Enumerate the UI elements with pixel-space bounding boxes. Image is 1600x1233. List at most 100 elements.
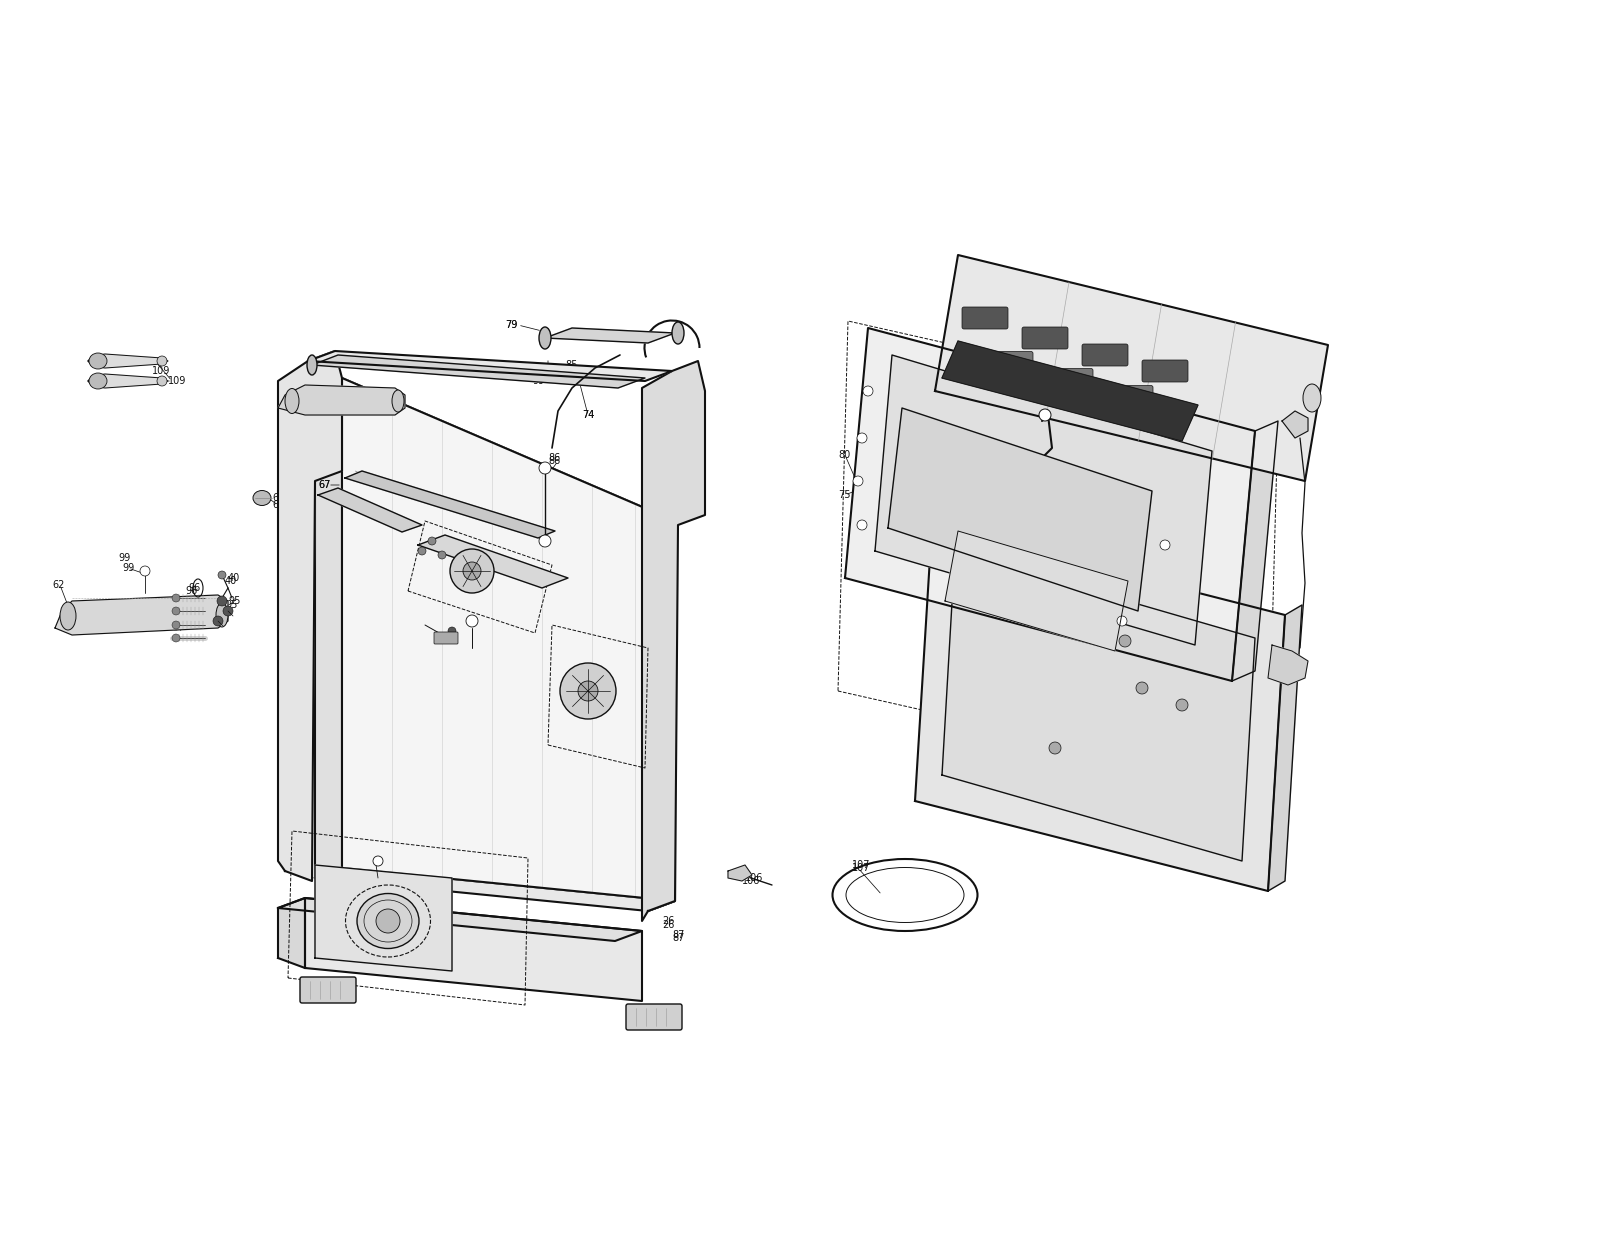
Ellipse shape — [539, 327, 550, 349]
Polygon shape — [875, 355, 1213, 645]
Text: 67: 67 — [318, 480, 330, 490]
Polygon shape — [418, 535, 568, 588]
Text: 10°: 10° — [333, 446, 349, 456]
Polygon shape — [1267, 645, 1309, 686]
Text: 66: 66 — [565, 666, 578, 676]
Text: 78: 78 — [626, 763, 637, 773]
Text: 99: 99 — [413, 810, 424, 820]
Polygon shape — [942, 551, 1254, 861]
Text: 43: 43 — [1134, 623, 1147, 633]
Text: 46: 46 — [582, 681, 594, 690]
Circle shape — [448, 628, 456, 635]
Ellipse shape — [672, 322, 685, 344]
Circle shape — [222, 605, 234, 616]
Text: 51: 51 — [1152, 600, 1165, 610]
Text: 107: 107 — [851, 859, 870, 870]
Text: 82: 82 — [1288, 425, 1301, 436]
Text: 110: 110 — [912, 506, 930, 515]
Text: 99: 99 — [534, 374, 547, 383]
Circle shape — [466, 615, 478, 628]
Text: 85: 85 — [565, 360, 578, 370]
Polygon shape — [54, 596, 227, 635]
Text: 67: 67 — [318, 480, 330, 490]
Text: 46: 46 — [638, 760, 650, 769]
Text: 70: 70 — [451, 543, 464, 552]
Text: 66: 66 — [400, 570, 413, 580]
Text: 62: 62 — [66, 610, 77, 620]
Text: 96: 96 — [186, 586, 197, 596]
FancyBboxPatch shape — [626, 1004, 682, 1030]
Circle shape — [173, 621, 179, 629]
Text: 104: 104 — [422, 623, 440, 633]
Text: 75: 75 — [838, 490, 851, 501]
Text: 43: 43 — [1022, 566, 1034, 576]
FancyBboxPatch shape — [434, 633, 458, 644]
Circle shape — [218, 571, 226, 580]
Text: 99: 99 — [118, 552, 130, 563]
Circle shape — [1038, 409, 1051, 420]
FancyBboxPatch shape — [1117, 386, 1154, 404]
Text: 76: 76 — [605, 676, 618, 686]
Polygon shape — [278, 898, 306, 968]
Text: 86: 86 — [547, 453, 560, 464]
Text: 63: 63 — [272, 493, 285, 503]
FancyBboxPatch shape — [1058, 369, 1093, 387]
Text: 26: 26 — [662, 920, 674, 930]
Text: 83: 83 — [1078, 526, 1090, 536]
FancyBboxPatch shape — [301, 977, 355, 1002]
Ellipse shape — [392, 390, 403, 412]
Text: 26: 26 — [392, 900, 405, 910]
Text: 92: 92 — [1011, 420, 1024, 430]
Text: 69: 69 — [438, 506, 450, 515]
Circle shape — [539, 462, 550, 473]
Text: 30: 30 — [368, 887, 381, 896]
Polygon shape — [1232, 420, 1278, 681]
Polygon shape — [315, 379, 342, 878]
Ellipse shape — [285, 388, 299, 413]
Text: 106: 106 — [742, 875, 760, 887]
Text: 80: 80 — [838, 450, 850, 460]
Text: 30: 30 — [368, 887, 381, 896]
Polygon shape — [546, 328, 675, 343]
Polygon shape — [728, 866, 752, 882]
Text: 82: 82 — [1293, 425, 1304, 436]
Text: 43: 43 — [371, 466, 384, 476]
Circle shape — [578, 681, 598, 702]
Polygon shape — [278, 898, 642, 941]
Text: 26: 26 — [662, 916, 674, 926]
Polygon shape — [315, 866, 451, 972]
Text: 106: 106 — [746, 873, 763, 883]
Text: 40: 40 — [227, 573, 240, 583]
Text: 30: 30 — [578, 656, 590, 666]
Text: 78: 78 — [573, 663, 584, 673]
Polygon shape — [278, 385, 405, 416]
Circle shape — [1160, 540, 1170, 550]
Text: 95: 95 — [226, 600, 237, 610]
Text: 99: 99 — [445, 613, 458, 623]
Circle shape — [560, 663, 616, 719]
Text: 73: 73 — [555, 656, 568, 666]
Polygon shape — [946, 531, 1128, 651]
Text: 31: 31 — [429, 910, 440, 920]
Text: 109: 109 — [152, 366, 170, 376]
Polygon shape — [346, 471, 555, 538]
Text: 76: 76 — [605, 676, 618, 686]
Text: 77: 77 — [598, 686, 611, 695]
Text: 72: 72 — [472, 526, 485, 536]
Text: 63: 63 — [272, 501, 285, 510]
Circle shape — [173, 634, 179, 642]
Text: 65: 65 — [291, 390, 304, 399]
Circle shape — [539, 535, 550, 547]
Polygon shape — [342, 379, 675, 901]
Ellipse shape — [253, 491, 270, 506]
Text: 63: 63 — [552, 593, 565, 603]
Text: 73: 73 — [405, 552, 418, 563]
Text: 69: 69 — [438, 506, 450, 515]
Circle shape — [141, 566, 150, 576]
Text: 87: 87 — [672, 933, 685, 943]
Polygon shape — [306, 898, 642, 1001]
Text: 78: 78 — [422, 556, 434, 566]
Circle shape — [858, 520, 867, 530]
Text: 76: 76 — [512, 556, 525, 566]
Text: 83: 83 — [1075, 526, 1088, 536]
